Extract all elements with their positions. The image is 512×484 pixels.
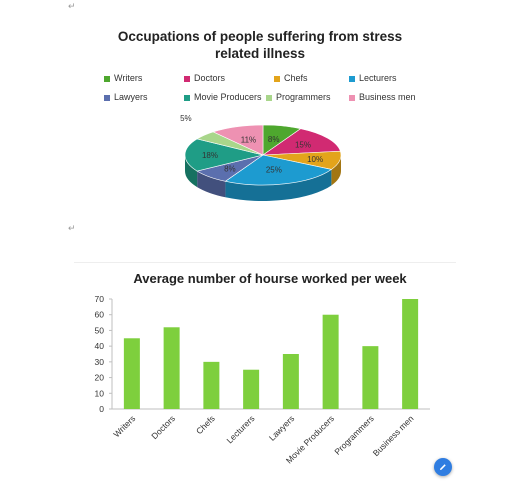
legend-swatch <box>104 75 110 82</box>
y-tick-label: 50 <box>95 325 105 335</box>
legend-swatch <box>104 94 110 101</box>
pie-slice-side-lawyers <box>197 171 226 198</box>
bar-programmers <box>362 346 379 409</box>
legend-label: Lawyers <box>114 92 148 102</box>
pie-slice-movie-producers <box>184 138 264 172</box>
x-tick-label-doctors: Doctors <box>149 413 177 441</box>
pie-slice-side-lecturers <box>225 169 332 201</box>
pie-data-label-writers: 8% <box>268 135 280 144</box>
legend-swatch <box>184 75 190 82</box>
legend-item-lecturers: Lecturers <box>349 73 397 83</box>
bar-doctors <box>163 327 180 409</box>
pie-chart: 8% 15% 10% 25% 8% 18% 5% 11% <box>180 114 342 201</box>
y-tick-label: 0 <box>99 404 104 414</box>
bar-movie-producers <box>322 314 339 409</box>
bar-chefs <box>203 361 220 409</box>
legend-swatch <box>274 75 280 82</box>
y-tick-label: 30 <box>95 357 105 367</box>
edit-button[interactable] <box>434 458 452 476</box>
paragraph-mark: ↵ <box>68 223 76 233</box>
legend-item-lawyers: Lawyers <box>104 92 148 102</box>
legend-label: Writers <box>114 73 143 83</box>
paragraph-mark: ↵ <box>68 1 76 11</box>
pie-title-line-2: related illness <box>214 46 306 61</box>
x-tick-label-chefs: Chefs <box>194 413 217 436</box>
legend-item-chefs: Chefs <box>274 73 308 83</box>
pie-data-label-doctors: 15% <box>295 141 311 150</box>
legend-label: Movie Producers <box>194 92 262 102</box>
pie-data-label-lecturers: 25% <box>266 165 282 174</box>
legend-item-doctors: Doctors <box>184 73 225 83</box>
bar-lawyers <box>282 354 299 409</box>
y-tick-label: 20 <box>95 373 105 383</box>
pie-data-label-movie-producers: 18% <box>202 151 218 160</box>
pie-slice-lecturers <box>224 154 333 186</box>
x-tick-label-writers: Writers <box>111 413 137 439</box>
legend-item-business-men: Business men <box>349 92 416 102</box>
legend-swatch <box>266 94 272 101</box>
y-tick-label: 70 <box>95 294 105 304</box>
pie-chart-title: Occupations of people suffering from str… <box>110 28 410 62</box>
pie-slice-business-men <box>212 124 264 156</box>
legend-label: Lecturers <box>359 73 397 83</box>
pie-title-line-1: Occupations of people suffering from str… <box>117 29 403 44</box>
divider <box>74 262 456 263</box>
pie-data-label-chefs: 10% <box>307 155 323 164</box>
bar-business-men <box>402 299 419 409</box>
legend-swatch <box>184 94 190 101</box>
legend-item-programmers: Programmers <box>266 92 331 102</box>
legend-swatch <box>349 75 355 82</box>
y-tick-label: 10 <box>95 388 105 398</box>
pie-side-walls <box>185 155 341 201</box>
pie-data-label-lawyers: 8% <box>224 165 236 174</box>
pie-data-label-programmers: 5% <box>180 114 192 123</box>
pie-slice-side-movie-producers <box>185 155 198 188</box>
pencil-icon <box>440 464 446 470</box>
legend-label: Doctors <box>194 73 226 83</box>
x-tick-label-business-men: Business men <box>371 413 416 458</box>
y-tick-label: 60 <box>95 310 105 320</box>
pie-slice-doctors <box>261 128 341 156</box>
x-tick-label-programmers: Programmers <box>332 413 375 456</box>
legend-swatch <box>349 94 355 101</box>
bar-chart-title: Average number of hourse worked per week <box>133 271 407 286</box>
x-tick-label-lecturers: Lecturers <box>224 413 256 445</box>
legend-item-writers: Writers <box>104 73 142 83</box>
x-tick-label-lawyers: Lawyers <box>267 413 296 442</box>
y-tick-label: 40 <box>95 341 105 351</box>
bar-lecturers <box>243 369 260 409</box>
legend-label: Programmers <box>276 92 331 102</box>
pie-data-label-business-men: 11% <box>241 135 256 144</box>
bar-writers <box>123 338 140 409</box>
legend-item-movie-producers: Movie Producers <box>184 92 262 102</box>
legend-label: Business men <box>359 92 416 102</box>
legend-label: Chefs <box>284 73 308 83</box>
